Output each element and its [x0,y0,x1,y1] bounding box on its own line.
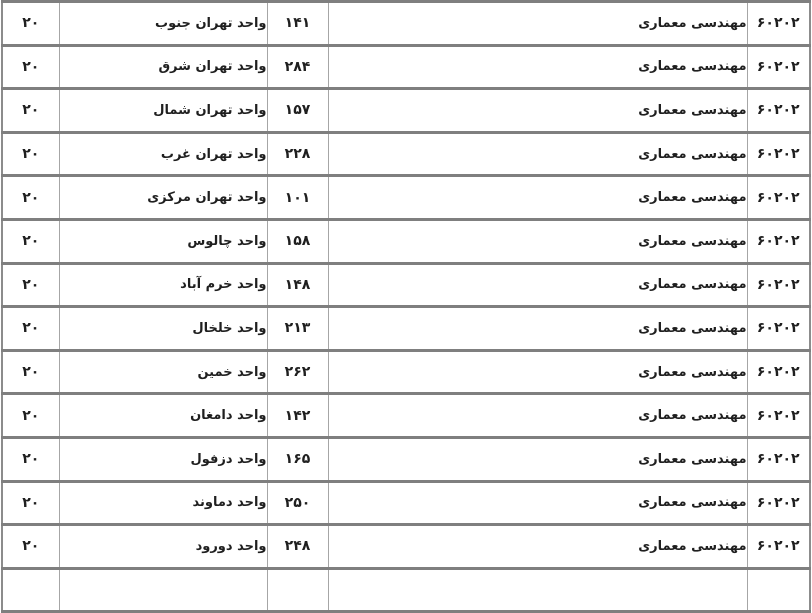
count-cell: ۲۲۸ [266,132,329,178]
capacity-cell: ۲۰ [1,1,60,47]
field-code-cell: ۶۰۲۰۲ [746,132,811,178]
capacity-cell: ۲۰ [1,437,60,483]
field-code-cell: ۶۰۲۰۲ [746,1,811,47]
major-name-cell: مهندسی معماری [327,524,748,570]
major-name-cell: مهندسی معماری [327,219,748,265]
unit-name-cell [58,568,268,613]
count-cell: ۱۴۲ [266,393,329,439]
field-code-cell: ۶۰۲۰۲ [746,306,811,352]
major-name-cell: مهندسی معماری [327,175,748,221]
count-cell [266,568,329,613]
unit-name-cell: واحد تهران جنوب [58,1,268,47]
unit-name-cell: واحد تهران شرق [58,45,268,91]
field-code-cell: ۶۰۲۰۲ [746,263,811,309]
field-code-cell: ۶۰۲۰۲ [746,350,811,396]
count-cell: ۱۶۵ [266,437,329,483]
table-row [1,568,811,613]
count-cell: ۲۱۳ [266,306,329,352]
count-cell: ۱۴۱ [266,1,329,47]
unit-name-cell: واحد خرم آباد [58,263,268,309]
field-code-cell: ۶۰۲۰۲ [746,481,811,527]
major-name-cell: مهندسی معماری [327,350,748,396]
major-name-cell: مهندسی معماری [327,437,748,483]
count-cell: ۱۵۸ [266,219,329,265]
unit-name-cell: واحد دزفول [58,437,268,483]
major-name-cell: مهندسی معماری [327,263,748,309]
count-cell: ۱۵۷ [266,88,329,134]
table-row: ۶۰۲۰۲ مهندسی معماری ۱۰۱ واحد تهران مرکزی… [1,175,811,221]
table-row: ۶۰۲۰۲ مهندسی معماری ۲۱۳ واحد خلخال ۲۰ [1,306,811,352]
count-cell: ۲۶۲ [266,350,329,396]
table-row: ۶۰۲۰۲ مهندسی معماری ۲۶۲ واحد خمین ۲۰ [1,350,811,396]
capacity-cell: ۲۰ [1,219,60,265]
capacity-cell: ۲۰ [1,393,60,439]
field-code-cell: ۶۰۲۰۲ [746,45,811,91]
field-code-cell [746,568,811,613]
major-name-cell: مهندسی معماری [327,306,748,352]
field-code-cell: ۶۰۲۰۲ [746,393,811,439]
major-name-cell [327,568,748,613]
field-code-cell: ۶۰۲۰۲ [746,175,811,221]
unit-name-cell: واحد دماوند [58,481,268,527]
major-name-cell: مهندسی معماری [327,481,748,527]
major-name-cell: مهندسی معماری [327,132,748,178]
capacity-cell: ۲۰ [1,175,60,221]
table-row: ۶۰۲۰۲ مهندسی معماری ۱۴۸ واحد خرم آباد ۲۰ [1,263,811,309]
table-row: ۶۰۲۰۲ مهندسی معماری ۲۴۸ واحد دورود ۲۰ [1,524,811,570]
unit-name-cell: واحد تهران شمال [58,88,268,134]
unit-name-cell: واحد دورود [58,524,268,570]
count-cell: ۲۴۸ [266,524,329,570]
table-row: ۶۰۲۰۲ مهندسی معماری ۱۵۸ واحد چالوس ۲۰ [1,219,811,265]
capacity-cell: ۲۰ [1,350,60,396]
field-code-cell: ۶۰۲۰۲ [746,437,811,483]
major-name-cell: مهندسی معماری [327,393,748,439]
table-row: ۶۰۲۰۲ مهندسی معماری ۱۴۱ واحد تهران جنوب … [1,1,811,47]
capacity-cell: ۲۰ [1,524,60,570]
unit-name-cell: واحد چالوس [58,219,268,265]
capacity-cell [1,568,60,613]
major-name-cell: مهندسی معماری [327,88,748,134]
field-code-cell: ۶۰۲۰۲ [746,524,811,570]
capacity-cell: ۲۰ [1,306,60,352]
table-row: ۶۰۲۰۲ مهندسی معماری ۱۴۲ واحد دامغان ۲۰ [1,393,811,439]
unit-name-cell: واحد خمین [58,350,268,396]
count-cell: ۲۵۰ [266,481,329,527]
unit-name-cell: واحد دامغان [58,393,268,439]
unit-name-cell: واحد تهران مرکزی [58,175,268,221]
major-name-cell: مهندسی معماری [327,1,748,47]
capacity-cell: ۲۰ [1,263,60,309]
table-row: ۶۰۲۰۲ مهندسی معماری ۱۵۷ واحد تهران شمال … [1,88,811,134]
count-cell: ۲۸۴ [266,45,329,91]
major-name-cell: مهندسی معماری [327,45,748,91]
table-row: ۶۰۲۰۲ مهندسی معماری ۲۲۸ واحد تهران غرب ۲… [1,132,811,178]
count-cell: ۱۰۱ [266,175,329,221]
unit-name-cell: واحد خلخال [58,306,268,352]
capacity-cell: ۲۰ [1,88,60,134]
count-cell: ۱۴۸ [266,263,329,309]
capacity-cell: ۲۰ [1,132,60,178]
capacity-cell: ۲۰ [1,481,60,527]
table-row: ۶۰۲۰۲ مهندسی معماری ۱۶۵ واحد دزفول ۲۰ [1,437,811,483]
field-code-cell: ۶۰۲۰۲ [746,219,811,265]
capacity-cell: ۲۰ [1,45,60,91]
table-row: ۶۰۲۰۲ مهندسی معماری ۲۸۴ واحد تهران شرق ۲… [1,45,811,91]
table-row: ۶۰۲۰۲ مهندسی معماری ۲۵۰ واحد دماوند ۲۰ [1,481,811,527]
field-code-cell: ۶۰۲۰۲ [746,88,811,134]
unit-name-cell: واحد تهران غرب [58,132,268,178]
